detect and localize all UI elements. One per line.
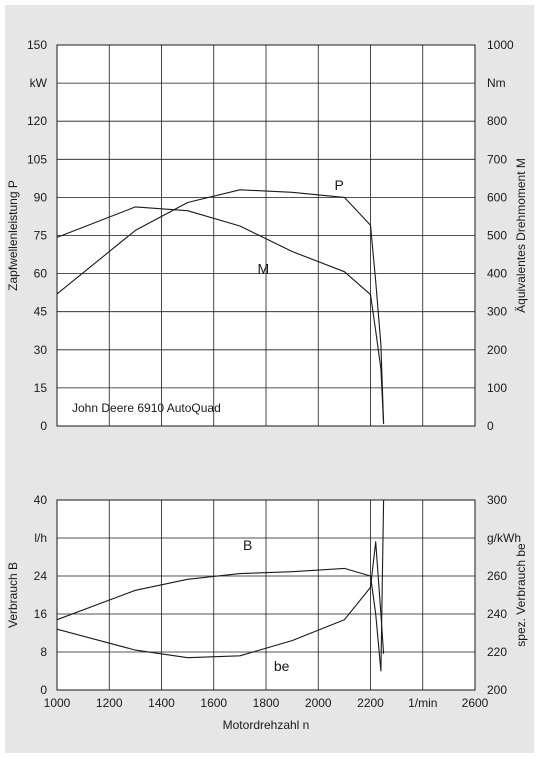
y-left-tick-label: 60 <box>34 267 48 281</box>
y-left-tick-label: 16 <box>34 607 48 621</box>
chart-figure: 0 15 30 45 60 75 90 105 120 150 kW 0 100 200 300 400 500… <box>5 5 534 753</box>
x-tick-label: 1/min <box>408 696 437 710</box>
y-left-tick-label: 30 <box>34 343 48 357</box>
x-tick-label: 1400 <box>148 696 175 710</box>
y-left-tick-label: 105 <box>27 152 47 166</box>
y-right-axis-title: Äquivalentes Drehmoment M <box>514 158 528 313</box>
power-torque-panel: 0 15 30 45 60 75 90 105 120 150 kW 0 100 200 300 400 500… <box>6 38 528 433</box>
y-right-tick-label: 700 <box>487 152 507 166</box>
y-left-tick-label: 90 <box>34 190 48 204</box>
x-tick-label: 1800 <box>253 696 280 710</box>
plot-frame <box>56 44 476 427</box>
y-right-unit: g/kWh <box>487 531 521 545</box>
y-left-tick-label: 75 <box>34 229 48 243</box>
y-left-tick-label: 24 <box>34 569 48 583</box>
y-right-tick-label: 260 <box>487 569 507 583</box>
y-right-tick-label: 400 <box>487 267 507 281</box>
y-left-tick-label: 45 <box>34 305 48 319</box>
x-axis-title: Motordrehzahl n <box>223 718 310 732</box>
y-right-axis-title: spez. Verbrauch be <box>514 543 528 647</box>
x-tick-label: 2600 <box>462 696 489 710</box>
y-left-axis-title: Zapfwellenleistung P <box>6 180 20 291</box>
y-left-unit: kW <box>30 76 48 90</box>
y-right-unit: Nm <box>487 76 506 90</box>
y-left-tick-label: 0 <box>40 419 47 433</box>
y-right-tick-label: 200 <box>487 683 507 697</box>
y-left-axis-title: Verbrauch B <box>6 562 20 628</box>
series-line-M <box>56 206 385 425</box>
plot-frame <box>56 499 476 691</box>
y-left-tick-label: 150 <box>27 38 47 52</box>
y-left-unit: l/h <box>34 531 47 545</box>
y-left-tick-label: 0 <box>40 683 47 697</box>
y-right-tick-label: 200 <box>487 343 507 357</box>
y-right-tick-label: 300 <box>487 305 507 319</box>
y-left-tick-label: 15 <box>34 381 48 395</box>
x-tick-label: 2000 <box>305 696 332 710</box>
series-label-B: B <box>243 537 252 553</box>
chart-annotation: John Deere 6910 AutoQuad <box>72 401 221 415</box>
series-label-M: M <box>258 261 270 277</box>
y-right-tick-label: 300 <box>487 493 507 507</box>
y-right-tick-label: 800 <box>487 114 507 128</box>
x-tick-label: 2200 <box>357 696 384 710</box>
y-left-tick-label: 8 <box>40 645 47 659</box>
y-right-tick-label: 220 <box>487 645 507 659</box>
x-tick-label: 1200 <box>96 696 123 710</box>
series-line-be <box>56 541 385 659</box>
y-right-tick-label: 240 <box>487 607 507 621</box>
y-right-tick-label: 1000 <box>487 38 514 52</box>
y-right-tick-label: 500 <box>487 229 507 243</box>
x-tick-label: 1000 <box>44 696 71 710</box>
y-right-tick-label: 0 <box>487 419 494 433</box>
chart-svg: 0153045607590105120150kW0100200300400500… <box>6 38 528 732</box>
series-label-P: P <box>334 177 343 193</box>
y-right-tick-label: 600 <box>487 190 507 204</box>
series-line-B <box>56 499 385 672</box>
x-tick-label: 1600 <box>200 696 227 710</box>
y-left-tick-label: 120 <box>27 114 47 128</box>
series-line-P <box>56 189 385 424</box>
y-right-tick-label: 100 <box>487 381 507 395</box>
series-label-be: be <box>274 658 290 674</box>
consumption-panel: 0 8 16 24 40 l/h 200 220 240 260 300 g/kWh Verbrauch… <box>6 493 528 732</box>
y-left-tick-label: 40 <box>34 493 48 507</box>
